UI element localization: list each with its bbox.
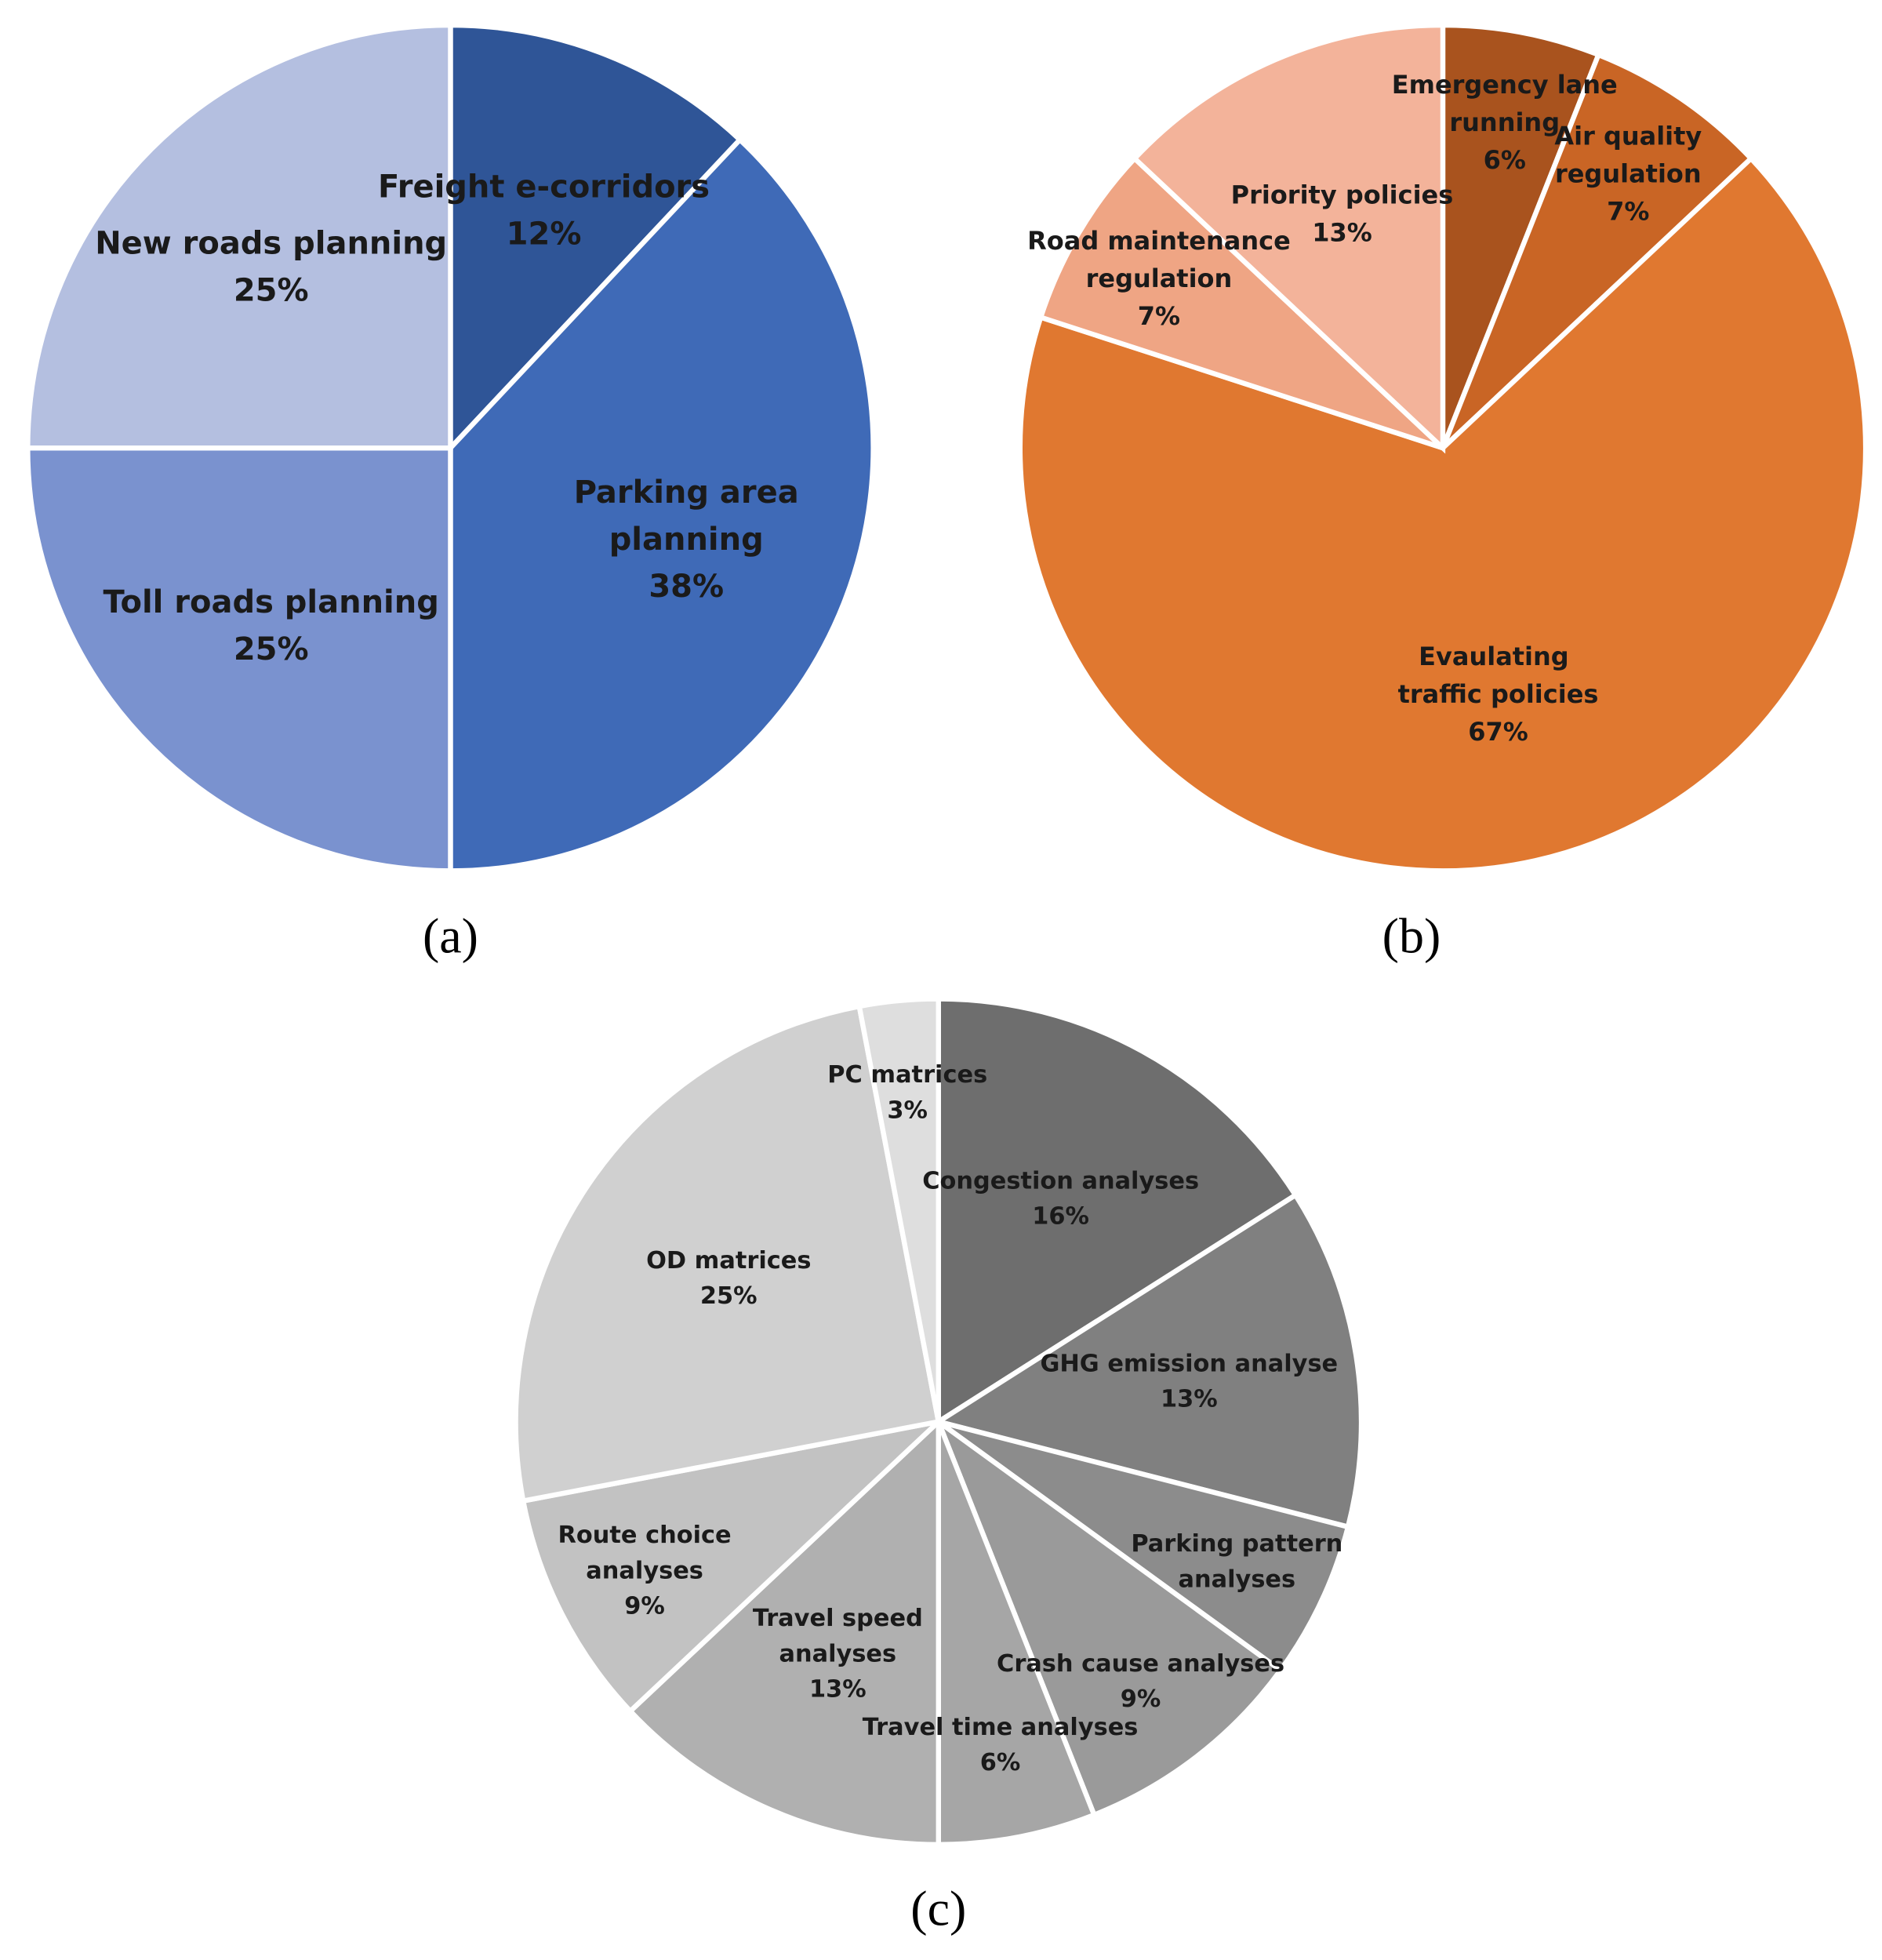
slice-label: Route choice analyses [558, 1521, 732, 1584]
slice-label-line: running [1449, 107, 1560, 137]
slice-label: Toll roads planning [104, 584, 439, 620]
slice-label-line: traffic policies [1398, 679, 1599, 709]
pie-slice [936, 996, 1299, 1427]
pie-slice [1440, 51, 1755, 450]
slice-label: Emergency lane running [1392, 70, 1618, 137]
slice-label-line: Evaulating [1419, 642, 1578, 671]
pie-slice [932, 1191, 1364, 1530]
pie-slice [1131, 22, 1446, 454]
pie-slice [936, 1419, 1351, 1675]
pie-slice [1037, 155, 1445, 451]
slice-label-line: Air quality [1554, 121, 1702, 151]
value-label: 25% [700, 1282, 758, 1310]
caption: (a) [423, 908, 478, 964]
pie-slice [520, 1417, 947, 1715]
slice-label-line: Freight e-corridors [378, 169, 710, 205]
slice-label-line: Parking area [574, 475, 799, 511]
value-label: 7% [1138, 301, 1180, 331]
pie-slice [25, 445, 453, 874]
pie-chart: Emergency lane running 6% Air quality regula… [1017, 22, 1869, 964]
pie-slice [627, 1416, 941, 1848]
value-label: 67% [1468, 717, 1528, 747]
slice-label: Road maintenance regulation [1027, 226, 1291, 293]
value-label: 6% [980, 1749, 1021, 1776]
pie-slice [856, 996, 941, 1423]
slice-label: New roads planning [95, 225, 447, 261]
slice-label-line: Route choice [558, 1521, 732, 1548]
slice-label-line: Road maintenance [1027, 226, 1291, 256]
slice-label: Crash cause analyses [997, 1650, 1284, 1678]
value-label: 13% [809, 1676, 867, 1704]
pie-slice [25, 22, 453, 451]
slice-label-line: regulation [1555, 158, 1702, 188]
slice-label-line: planning [609, 522, 764, 558]
slice-label: OD matrices [646, 1247, 811, 1275]
pie-slice [448, 136, 876, 874]
slice-label: PC matrices [827, 1061, 987, 1089]
slice-label-line: Travel speed [753, 1604, 923, 1631]
slice-label-line: analyses [586, 1557, 703, 1584]
value-label: 25% [234, 272, 309, 308]
pie-slice [932, 1414, 1284, 1819]
slice-label: GHG emission analyse [1040, 1350, 1338, 1377]
value-label: 25% [234, 631, 309, 667]
slice-label-line: regulation [1086, 264, 1233, 293]
slice-label: Evaulating traffic policies [1398, 642, 1599, 709]
slice-label-line: Crash cause analyses [997, 1650, 1284, 1678]
value-label: 16% [1032, 1202, 1089, 1230]
slice-label-line: OD matrices [646, 1247, 811, 1275]
value-label: 13% [1161, 1385, 1218, 1413]
value-label: 9% [1121, 1685, 1161, 1713]
slice-label: Parking pattern analyses [1131, 1529, 1342, 1593]
slice-label-line: Parking pattern [1131, 1529, 1342, 1557]
slice-label: Travel time analyses [863, 1713, 1139, 1740]
value-label: 12% [507, 216, 582, 252]
slice-label: Parking area planning [574, 475, 799, 558]
slice-label-line: PC matrices [827, 1061, 987, 1089]
pie-slice [1017, 155, 1869, 874]
slice-label-line: Congestion analyses [922, 1167, 1199, 1195]
slice-label-line: Travel time analyses [863, 1713, 1139, 1740]
slice-label: Air quality regulation [1554, 121, 1702, 188]
pie-slice [1440, 22, 1602, 449]
slice-label-line: Emergency lane [1392, 70, 1618, 100]
slice-label: Priority policies [1231, 180, 1454, 209]
value-label: 9% [624, 1593, 665, 1620]
value-label: 6% [1484, 145, 1526, 175]
value-label: 38% [649, 569, 724, 605]
caption: (b) [1382, 908, 1441, 964]
value-label: 7% [1607, 196, 1649, 226]
pie-chart: Congestion analyses 16% GHG emission analy… [513, 996, 1364, 1936]
value-label: 13% [1312, 217, 1372, 247]
slice-label-line: Toll roads planning [104, 584, 439, 620]
slice-label-line: GHG emission analyse [1040, 1350, 1338, 1377]
slice-label-line: New roads planning [95, 225, 447, 261]
slice-label-line: analyses [1179, 1565, 1296, 1593]
slice-label: Congestion analyses [922, 1167, 1199, 1195]
pie-slice [448, 22, 744, 455]
slice-label: Freight e-corridors [378, 169, 710, 205]
pie-slice [513, 1003, 942, 1504]
slice-label: Travel speed analyses [753, 1604, 923, 1667]
caption: (c) [910, 1880, 966, 1936]
slice-label-line: analyses [779, 1640, 897, 1667]
pie-chart: Freight e-corridors 12% Parking area planni… [25, 22, 876, 964]
slice-label-line: Priority policies [1231, 180, 1454, 209]
value-label: 3% [887, 1096, 928, 1124]
pie-slice [936, 1420, 1098, 1848]
